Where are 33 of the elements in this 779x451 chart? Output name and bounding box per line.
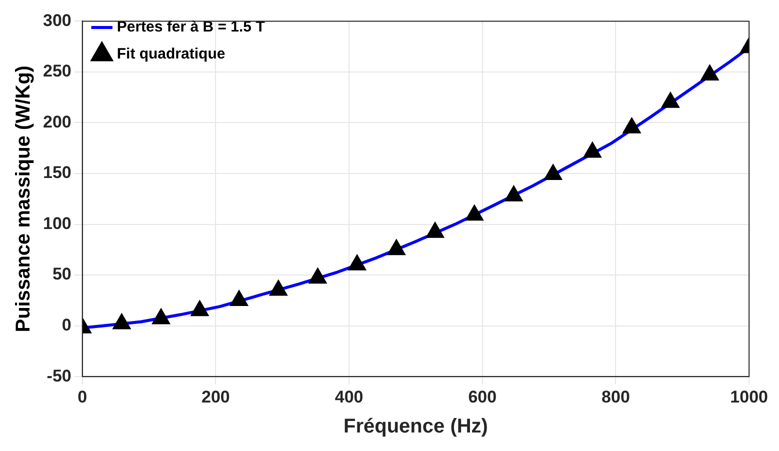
y-tick-label: 100 bbox=[42, 214, 72, 233]
x-axis-title: Fréquence (Hz) bbox=[343, 416, 488, 438]
y-tick-label: 300 bbox=[42, 10, 72, 30]
point bbox=[230, 290, 248, 306]
y-tick-label: 50 bbox=[52, 264, 72, 284]
point bbox=[504, 185, 523, 202]
point bbox=[387, 239, 406, 256]
point bbox=[426, 222, 444, 238]
y-tick-label: -50 bbox=[46, 366, 72, 386]
y-axis-title: Puissance massique (W/Kg) bbox=[12, 66, 35, 332]
point bbox=[152, 308, 170, 324]
point bbox=[348, 254, 366, 270]
point bbox=[190, 300, 209, 316]
x-tick-label: 600 bbox=[468, 387, 497, 406]
point bbox=[308, 268, 327, 284]
x-tick-label: 400 bbox=[334, 387, 364, 406]
point bbox=[269, 280, 288, 296]
x-tick-label: 200 bbox=[202, 387, 230, 406]
y-tick-label: 0 bbox=[62, 316, 72, 335]
y-tick-label: 250 bbox=[42, 62, 72, 81]
legend-label: Fit quadratique bbox=[116, 46, 226, 63]
x-tick-label: 0 bbox=[78, 387, 88, 406]
point bbox=[465, 204, 484, 221]
y-tick-label: 150 bbox=[42, 163, 72, 182]
point bbox=[583, 142, 602, 158]
point bbox=[661, 92, 680, 108]
point bbox=[112, 313, 131, 330]
y-tick-label: 200 bbox=[42, 112, 72, 132]
x-tick-label: 800 bbox=[602, 387, 630, 406]
point bbox=[544, 164, 562, 180]
x-tick-label: 1000 bbox=[730, 387, 768, 406]
point bbox=[700, 64, 719, 81]
point bbox=[622, 117, 641, 134]
